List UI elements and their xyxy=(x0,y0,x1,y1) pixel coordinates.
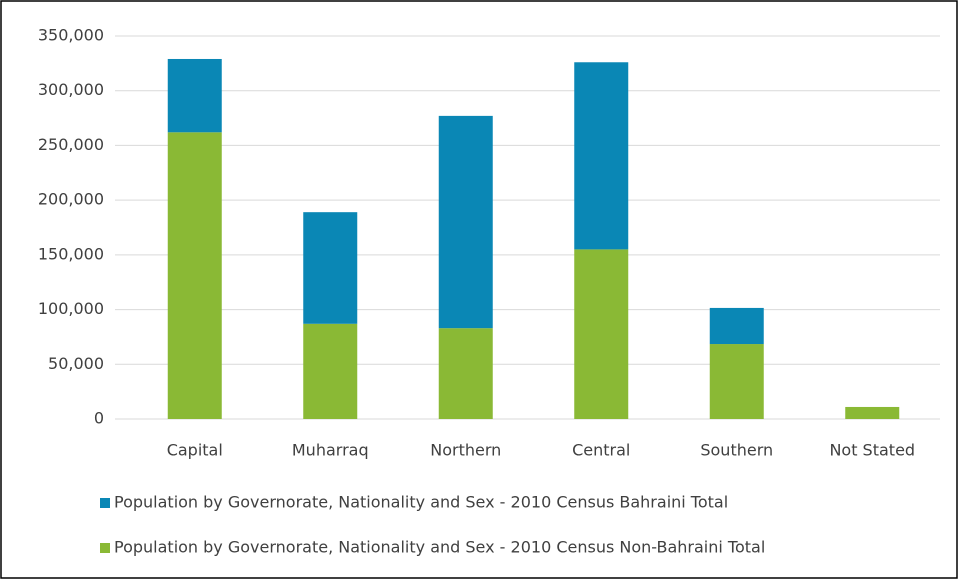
bar-segment xyxy=(167,58,222,133)
bar-segment xyxy=(709,307,764,345)
y-tick-label: 150,000 xyxy=(38,244,104,263)
bar-segment xyxy=(574,62,629,250)
bar-segment xyxy=(438,115,493,329)
x-tick-label: Central xyxy=(572,441,630,460)
y-tick-label: 50,000 xyxy=(48,354,104,373)
bar-segment xyxy=(574,249,629,419)
x-tick-label: Capital xyxy=(167,441,223,460)
legend-label: Population by Governorate, Nationality a… xyxy=(114,493,728,512)
y-tick-label: 200,000 xyxy=(38,190,104,209)
bar-segment xyxy=(438,328,493,419)
y-tick-label: 0 xyxy=(94,409,104,428)
legend-swatch xyxy=(100,498,110,508)
y-tick-label: 250,000 xyxy=(38,135,104,154)
bar-segment xyxy=(709,344,764,419)
legend-swatch xyxy=(100,543,110,553)
y-tick-label: 300,000 xyxy=(38,80,104,99)
legend-label: Population by Governorate, Nationality a… xyxy=(114,538,765,557)
x-tick-label: Not Stated xyxy=(829,441,915,460)
x-tick-label: Southern xyxy=(700,441,773,460)
bar-segment xyxy=(303,323,358,419)
bar-segment xyxy=(167,132,222,419)
bar-segment xyxy=(303,212,358,324)
x-tick-label: Northern xyxy=(430,441,501,460)
y-tick-label: 100,000 xyxy=(38,299,104,318)
x-tick-label: Muharraq xyxy=(292,441,369,460)
y-tick-label: 350,000 xyxy=(38,26,104,45)
bar-segment xyxy=(845,406,900,419)
